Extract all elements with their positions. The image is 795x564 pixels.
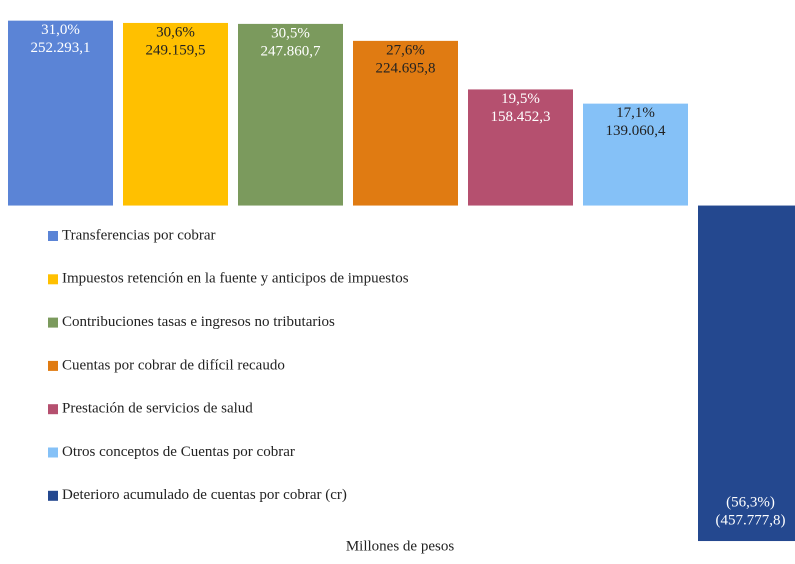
legend-label: Deterioro acumulado de cuentas por cobra… [62,487,347,503]
legend-label: Transferencias por cobrar [62,227,216,243]
bar [698,205,795,542]
bar [468,89,573,206]
value-label: 247.860,7 [261,43,322,59]
legend-label: Otros conceptos de Cuentas por cobrar [62,444,295,460]
value-label: 249.159,5 [146,42,206,58]
share-label: 30,5% [271,25,310,41]
legend-swatch [48,274,58,285]
legend-label: Cuentas por cobrar de difícil recaudo [62,357,285,373]
legend-swatch [48,360,58,371]
bar [238,23,343,206]
legend-swatch [48,447,58,458]
bar [583,103,688,206]
share-label: 31,0% [41,22,80,38]
share-label: 17,1% [616,105,655,121]
share-label: 19,5% [501,91,540,107]
legend-swatch [48,404,58,415]
bar [123,22,228,206]
legend-label: Prestación de servicios de salud [62,401,253,417]
value-label: 224.695,8 [376,60,436,76]
share-label: 27,6% [386,42,425,58]
x-axis-label: Millones de pesos [346,538,454,554]
legend-label: Contribuciones tasas e ingresos no tribu… [62,314,335,330]
legend-swatch [48,231,58,241]
share-label: (56,3%) [726,494,775,510]
bar [353,40,458,206]
legend-swatch [48,317,58,328]
value-label: 252.293,1 [31,40,91,56]
legend-label: Impuestos retención en la fuente y antic… [62,271,409,287]
share-label: 30,6% [156,24,195,40]
value-label: 158.452,3 [491,109,551,125]
legend-swatch [48,490,58,501]
value-label: 139.060,4 [606,123,667,139]
value-label: (457.777,8) [716,512,786,528]
bar [8,20,113,206]
